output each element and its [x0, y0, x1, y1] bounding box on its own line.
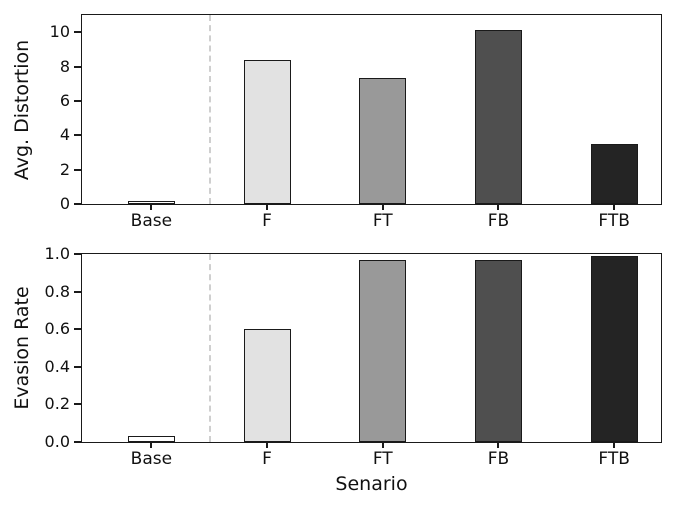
y-tick-mark: [74, 403, 81, 406]
y-tick-label: 0.6: [44, 319, 70, 339]
x-tick-mark: [381, 442, 384, 448]
y-tick-label: 0.8: [44, 281, 70, 301]
y-tick-mark: [74, 365, 81, 368]
y-tick-mark: [74, 168, 81, 171]
scenario-separator-line: [209, 254, 212, 442]
bar-ft: [359, 77, 407, 204]
x-tick-mark: [266, 442, 269, 448]
x-tick-mark: [497, 442, 500, 448]
subplot-evasion-rate: 0.0 0.2 0.4 0.6 0.8 1.0 Base F FT FB FTB: [45, 245, 662, 469]
y-tick-mark: [74, 253, 81, 255]
x-tick-label-base: Base: [130, 449, 173, 469]
x-tick-label-ftb: FTB: [598, 211, 630, 231]
y-tick-label: 8: [59, 56, 70, 76]
x-tick-mark: [381, 204, 384, 210]
subplot-avg-distortion: 0 2 4 6 8 10 Base F FT FB FTB: [50, 14, 662, 231]
y-axis-label-evasion-rate: Evasion Rate: [11, 286, 33, 410]
x-tick-label-f: F: [262, 449, 272, 469]
x-tick-label-fb: FB: [487, 449, 510, 469]
y-tick-mark: [74, 99, 81, 102]
y-tick-label: 10: [49, 22, 70, 42]
y-tick-label: 1.0: [44, 244, 70, 263]
y-tick-mark: [74, 65, 81, 68]
bar-ftb: [590, 255, 638, 442]
x-tick-label-ftb: FTB: [598, 449, 630, 469]
bar-ft: [359, 259, 407, 442]
x-tick-label-ft: FT: [372, 449, 393, 469]
bar-f: [243, 59, 291, 204]
y-tick-mark: [74, 31, 81, 34]
x-tick-mark: [150, 204, 153, 210]
y-tick-mark: [74, 290, 81, 293]
x-tick-mark: [613, 442, 616, 448]
y-tick-label: 0.4: [44, 356, 70, 376]
bar-fb: [474, 259, 522, 442]
y-tick-label: 0.2: [44, 394, 70, 414]
x-tick-mark: [613, 204, 616, 210]
x-tick-label-f: F: [262, 211, 272, 231]
y-tick-mark: [74, 441, 81, 443]
y-tick-label: 4: [59, 125, 70, 145]
scenario-separator-line: [209, 15, 212, 204]
y-tick-label: 6: [59, 90, 70, 110]
x-tick-label-fb: FB: [487, 211, 510, 231]
bar-f: [243, 329, 291, 442]
y-tick-mark: [74, 328, 81, 331]
x-tick-mark: [497, 204, 500, 210]
x-tick-label-ft: FT: [372, 211, 393, 231]
bar-ftb: [590, 143, 638, 204]
x-tick-mark: [150, 442, 153, 448]
y-tick-label: 0: [59, 194, 70, 213]
bar-base: [127, 201, 175, 204]
y-tick-mark: [74, 203, 81, 205]
y-tick-label: 0.0: [44, 432, 70, 451]
x-axis-label-senario: Senario: [335, 473, 408, 495]
bar-base: [127, 436, 175, 442]
x-tick-label-base: Base: [130, 211, 173, 231]
bar-fb: [474, 30, 522, 204]
x-tick-mark: [266, 204, 269, 210]
y-tick-mark: [74, 134, 81, 137]
y-tick-label: 2: [59, 159, 70, 179]
